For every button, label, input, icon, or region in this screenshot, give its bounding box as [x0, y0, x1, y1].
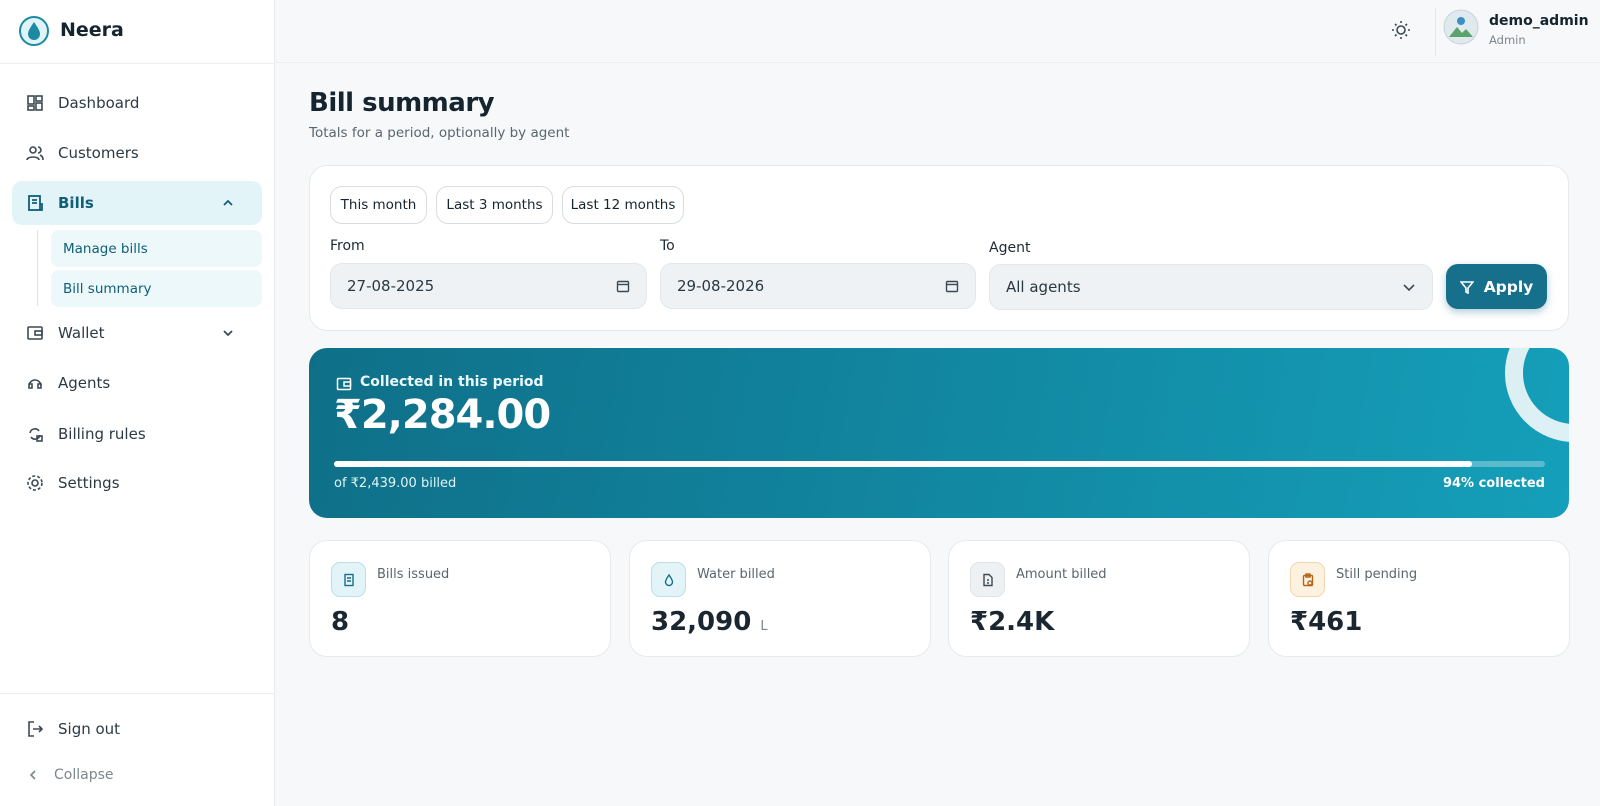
from-label: From [330, 238, 365, 254]
preset-button[interactable]: Last 3 months [436, 186, 553, 224]
nav-item[interactable]: Bills [12, 181, 262, 225]
user-role: Admin [1489, 33, 1526, 47]
stat-value: 32,090 [651, 607, 752, 637]
decoration [1505, 348, 1569, 442]
stat-value-row: 32,090 L [651, 607, 768, 637]
agent-value: All agents [1006, 278, 1081, 296]
brand: Neera [60, 19, 124, 41]
avatar[interactable] [1443, 9, 1479, 45]
apply-label: Apply [1483, 277, 1534, 296]
preset-button[interactable]: This month [330, 186, 427, 224]
to-input[interactable]: 29-08-2026 [660, 263, 976, 309]
from-value: 27-08-2025 [347, 277, 435, 295]
nav-subitem[interactable]: Manage bills [51, 230, 262, 267]
agent-select[interactable]: All agents [989, 264, 1433, 310]
nav-label: Sign out [58, 720, 121, 738]
progress-bar [334, 461, 1473, 467]
stat-icon [651, 562, 686, 597]
divider [0, 693, 275, 694]
nav-label: Bills [58, 194, 94, 212]
nav-item[interactable]: Settings [12, 461, 262, 505]
topbar: demo_admin Admin [275, 0, 1600, 63]
apply-button[interactable]: Apply [1446, 264, 1547, 309]
nav-item[interactable]: Dashboard [12, 81, 262, 125]
nav-label: Billing rules [58, 425, 146, 443]
collected-card: Collected in this period ₹2,284.00 of ₹2… [309, 348, 1569, 518]
billed-text: of ₹2,439.00 billed [334, 476, 457, 491]
nav-item[interactable]: Billing rules [12, 412, 262, 456]
stat-unit: L [760, 619, 768, 634]
collected-amount: ₹2,284.00 [334, 392, 551, 438]
stat-icon [331, 562, 366, 597]
nav-label: Wallet [58, 324, 105, 342]
nav-item[interactable]: Agents [12, 361, 262, 405]
sign-out[interactable]: Sign out [12, 707, 262, 751]
nav-label: Settings [58, 474, 120, 492]
preset-button[interactable]: Last 12 months [562, 186, 684, 224]
collected-label: Collected in this period [360, 374, 544, 390]
nav-label: Collapse [54, 767, 114, 783]
stat-label: Bills issued [377, 567, 450, 582]
nav-label: Agents [58, 374, 111, 392]
collapse[interactable]: Collapse [12, 753, 262, 797]
nav-item[interactable]: Wallet [12, 311, 262, 355]
theme-toggle[interactable] [1391, 20, 1411, 40]
stat-card: Amount billed ₹2.4K [948, 540, 1250, 657]
nav-subitem[interactable]: Bill summary [51, 270, 262, 307]
logo [19, 16, 49, 46]
nav-label: Dashboard [58, 94, 140, 112]
divider [1435, 8, 1436, 56]
to-value: 29-08-2026 [677, 277, 765, 295]
nav-item[interactable]: Customers [12, 131, 262, 175]
user-name: demo_admin [1489, 13, 1589, 29]
stat-value: ₹461 [1290, 607, 1363, 637]
progress-track [334, 461, 1545, 467]
page-subtitle: Totals for a period, optionally by agent [309, 125, 570, 141]
stat-card: Still pending ₹461 [1268, 540, 1570, 657]
stat-value: ₹2.4K [970, 607, 1055, 637]
sidebar: Neera Dashboard Customers Bills Manage b… [0, 0, 275, 806]
stat-label: Water billed [697, 567, 775, 582]
progress-label: 94% collected [1442, 476, 1545, 491]
agent-label: Agent [989, 240, 1031, 256]
stat-card: Water billed 32,090 L [629, 540, 931, 657]
stat-value: 8 [331, 607, 350, 637]
stat-card: Bills issued 8 [309, 540, 611, 657]
nav-label: Customers [58, 144, 139, 162]
stat-label: Still pending [1336, 567, 1418, 582]
page-title: Bill summary [309, 88, 495, 118]
divider [0, 63, 275, 64]
stat-icon [1290, 562, 1325, 597]
stat-label: Amount billed [1016, 567, 1107, 582]
wallet-icon [336, 377, 352, 391]
tree-line [37, 230, 38, 306]
to-label: To [660, 238, 675, 254]
from-input[interactable]: 27-08-2025 [330, 263, 647, 309]
stat-icon [970, 562, 1005, 597]
